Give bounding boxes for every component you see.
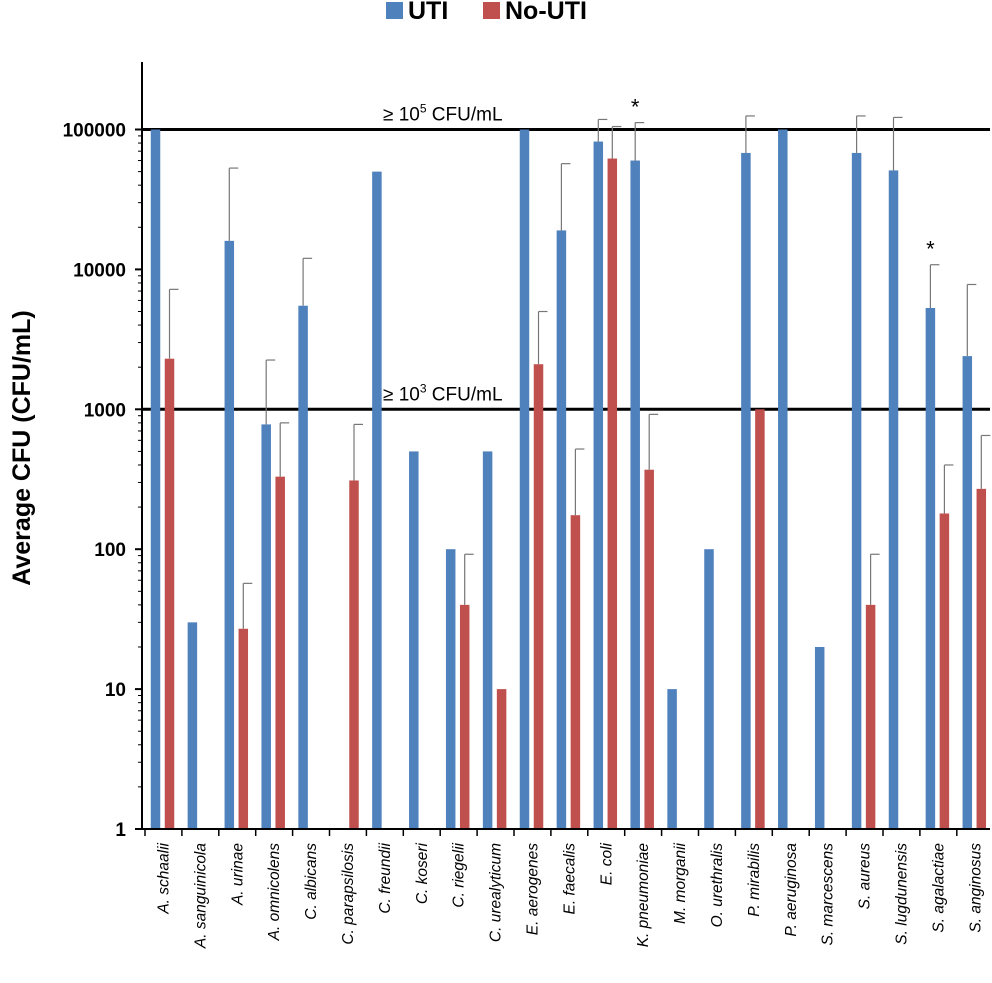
uti-bar <box>962 356 973 829</box>
x-tick-label: C. koseri <box>414 842 431 904</box>
annotations: ** <box>631 95 935 262</box>
no-uti-bar <box>644 469 654 829</box>
x-tick-label: S. anginosus <box>967 843 984 933</box>
x-tick-label: E. aerogenes <box>524 843 541 935</box>
legend-label-uti: UTI <box>408 0 448 25</box>
x-tick-label: K. pneumoniae <box>635 843 652 948</box>
x-tick-label: S. aureus <box>857 843 874 910</box>
significance-star: * <box>631 95 640 120</box>
x-tick-label: C. urealyticum <box>488 843 505 942</box>
y-tick-label: 1000 <box>84 400 126 421</box>
uti-bar <box>888 170 899 829</box>
y-tick-label: 100 <box>94 540 126 561</box>
x-tick-label: O. urethralis <box>709 843 726 928</box>
uti-bar <box>593 141 604 830</box>
uti-bar <box>556 230 567 830</box>
x-tick-label: P. mirabilis <box>746 843 763 917</box>
legend: UTI No-UTI <box>386 0 587 25</box>
uti-bar <box>224 240 235 829</box>
y-tick-label: 100000 <box>63 121 126 142</box>
no-uti-bar <box>570 515 581 829</box>
uti-bar <box>409 451 419 829</box>
y-ticks: 1 10 100 1000 10000 100000 <box>63 121 142 841</box>
x-tick-label: C. freundii <box>377 842 394 913</box>
uti-bar <box>741 152 751 829</box>
uti-bar <box>187 622 198 829</box>
y-tick-label: 1 <box>115 820 126 841</box>
x-tick-label: C. parapsilosis <box>340 843 357 945</box>
no-uti-bar <box>607 158 618 829</box>
x-tick-label: S. lugdunensis <box>893 843 910 945</box>
uti-bar <box>778 129 788 829</box>
uti-bar <box>372 171 382 830</box>
significance-star: * <box>926 237 935 262</box>
x-tick-label: M. morganii <box>672 842 689 924</box>
legend-swatch-no-uti <box>483 2 500 19</box>
x-tick-label: C. riegelii <box>451 842 468 907</box>
x-tick-label: A. schaalii <box>155 842 172 914</box>
no-uti-bar <box>238 628 249 829</box>
x-tick-label: S. agalactiae <box>930 843 947 933</box>
y-tick-label: 10000 <box>73 260 126 281</box>
no-uti-bar <box>164 358 175 829</box>
x-tick-label: E. faecalis <box>561 843 578 915</box>
legend-label-no-uti: No-UTI <box>505 0 587 25</box>
no-uti-bar <box>755 409 765 829</box>
x-tick-label: P. aeruginosa <box>783 843 800 937</box>
x-tick-label: S. marcescens <box>820 843 837 946</box>
error-bars <box>168 115 991 629</box>
no-uti-bar <box>459 604 470 829</box>
x-tick-label: A. urinae <box>229 843 246 906</box>
x-tick-label: A. omnicolens <box>266 843 283 942</box>
y-tick-label: 10 <box>105 680 126 701</box>
axes <box>141 62 990 836</box>
no-uti-bar <box>349 480 359 829</box>
uti-bar <box>298 305 308 829</box>
threshold-label: ≥ 105 CFU/mL <box>383 102 503 126</box>
bars <box>150 129 987 830</box>
x-tick-labels: A. schaalii A. sanguinicola A. urinae A. om… <box>155 842 984 949</box>
uti-bar <box>704 549 714 829</box>
x-tick-label: A. sanguinicola <box>192 843 209 950</box>
x-tick-label: C. albicans <box>303 843 320 920</box>
no-uti-bar <box>939 513 950 829</box>
threshold-label: ≥ 103 CFU/mL <box>383 381 503 405</box>
no-uti-bar <box>533 364 544 829</box>
no-uti-bar <box>496 689 507 829</box>
uti-bar <box>667 689 677 829</box>
uti-bar <box>814 646 825 829</box>
uti-bar <box>445 549 456 829</box>
y-axis-label: Average CFU (CFU/mL) <box>8 310 36 586</box>
no-uti-bar <box>976 488 987 829</box>
x-tick-label: E. coli <box>598 842 615 885</box>
uti-bar <box>519 129 530 829</box>
no-uti-bar <box>275 476 285 829</box>
uti-bar <box>851 152 862 829</box>
legend-swatch-uti <box>386 2 403 19</box>
no-uti-bar <box>865 604 876 829</box>
uti-bar <box>630 160 640 830</box>
uti-bar <box>482 451 493 829</box>
uti-bar <box>150 129 161 829</box>
uti-bar <box>261 424 271 829</box>
uti-bar <box>925 307 936 829</box>
